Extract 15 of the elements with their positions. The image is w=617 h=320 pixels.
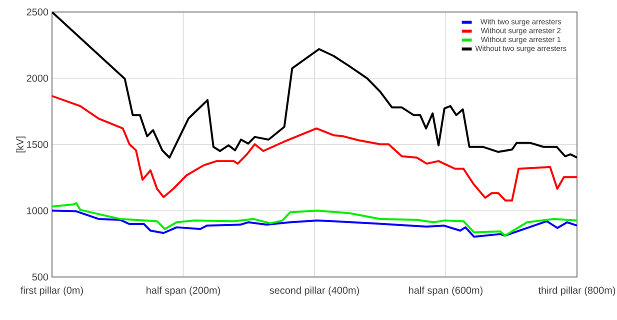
line-series [52,95,578,202]
line-series [52,202,578,237]
x-tick-label: half span (200m) [146,286,220,296]
x-tick-label: first pillar (0m) [20,286,83,296]
line-series [52,12,578,159]
x-tick-label: second pillar (400m) [270,286,359,296]
y-tick-label: 2500 [26,8,48,16]
x-tick-label: half span (600m) [409,286,482,296]
y-tick-label: 2000 [26,74,48,82]
x-tick-label: third pillar (800m) [538,286,616,296]
y-tick-label: 1500 [27,140,48,148]
y-tick-label: 1000 [27,207,48,214]
line-series [52,210,578,238]
y-axis-title: [kV] [16,136,26,152]
y-tick-label: 500 [32,273,48,281]
